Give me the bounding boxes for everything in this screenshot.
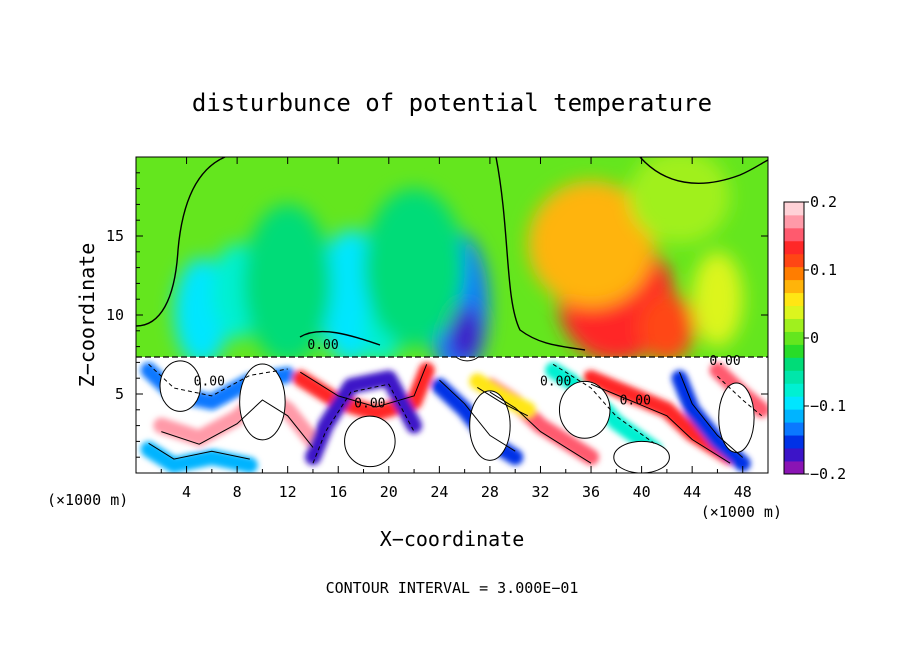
contour-line: [552, 363, 655, 444]
contour-line: [439, 379, 516, 452]
colorbar-swatch: [784, 227, 804, 242]
colorbar-swatch: [784, 435, 804, 449]
contour-line-zero: [136, 157, 768, 351]
field-blob: [692, 251, 743, 347]
field-blob: [448, 305, 482, 363]
colorbar-swatch: [784, 422, 804, 436]
y-axis-label: Z−coordinate: [75, 243, 99, 388]
contour-line: [590, 383, 731, 464]
y-tick-label: 5: [115, 385, 124, 403]
contour-label: 0.00: [307, 338, 338, 353]
colorbar-swatch: [784, 409, 804, 423]
field-white-patch: [469, 390, 511, 461]
contour-label: 0.00: [540, 374, 571, 389]
colorbar-swatch: [784, 266, 804, 281]
x-tick-label: 12: [279, 483, 297, 501]
field-white-patch: [613, 440, 670, 473]
contour-line: [300, 364, 428, 408]
colorbar-swatch: [784, 292, 804, 307]
field-ribbon: [469, 373, 536, 418]
field-blob: [243, 204, 332, 363]
field-ribbon: [140, 441, 258, 473]
colorbar-tick-label: 0: [810, 329, 819, 347]
field-white-patch: [718, 382, 755, 453]
colorbar-swatch: [784, 253, 804, 268]
field-ribbon: [305, 370, 423, 466]
y-tick-label: 15: [106, 227, 124, 245]
chart-title: disturbunce of potential temperature: [192, 89, 712, 117]
colorbar-swatch: [784, 214, 804, 229]
x-tick-label: 40: [633, 483, 651, 501]
colorbar-swatch: [784, 461, 804, 475]
colorbar-swatch: [784, 331, 804, 345]
field-white-patch: [455, 357, 479, 362]
x-tick-label: 28: [481, 483, 499, 501]
colorbar-tick-label: −0.1: [810, 397, 846, 415]
contour-label: 0.00: [620, 393, 651, 408]
colorbar-tick-label: −0.2: [810, 465, 846, 483]
colorbar: 0.2 0.1 0 −0.1 −0.2: [783, 193, 846, 483]
field-blob: [639, 292, 695, 363]
contour-line: [161, 399, 314, 448]
x-tick-label: 48: [734, 483, 752, 501]
colorbar-swatch: [784, 448, 804, 462]
colorbar-swatch: [784, 240, 804, 255]
colorbar-swatch: [784, 279, 804, 294]
x-axis-label: X−coordinate: [380, 527, 525, 551]
colorbar-tick-label: 0.1: [810, 261, 837, 279]
contour-interval-footer: CONTOUR INTERVAL = 3.000E−01: [326, 579, 579, 597]
colorbar-swatch: [784, 344, 804, 358]
colorbar-swatch: [784, 357, 804, 371]
contour-label: 0.00: [194, 374, 225, 389]
field-white-patch: [159, 360, 201, 412]
colorbar-swatch: [784, 318, 804, 332]
contour-line: [489, 391, 592, 464]
field-ribbon: [292, 362, 435, 421]
field-white-patch: [344, 415, 396, 468]
field-ribbon: [583, 370, 739, 466]
contour-label: 0.00: [354, 396, 385, 411]
x-tick-label: 20: [380, 483, 398, 501]
contour-line: [679, 372, 744, 458]
contour-line: [477, 386, 529, 417]
colorbar-swatch: [784, 396, 804, 410]
x-tick-label: 36: [582, 483, 600, 501]
y-tick-label: 10: [106, 306, 124, 324]
x-tick-label: 4: [182, 483, 191, 501]
x-tick-label: 8: [233, 483, 242, 501]
field-blob: [363, 188, 465, 347]
x-tick-label: 32: [531, 483, 549, 501]
plot-area: 0.000.000.000.000.000.00 4 8 12 16 20 24 28 32 3…: [106, 156, 769, 501]
colorbar-swatch: [784, 305, 804, 319]
contour-line: [312, 383, 415, 464]
colorbar-tick-label: 0.2: [810, 193, 837, 211]
colorbar-swatch: [784, 370, 804, 384]
field-white-patch: [558, 380, 611, 439]
x-tick-label: 24: [430, 483, 448, 501]
contour-label: 0.00: [709, 354, 740, 369]
colorbar-swatch: [784, 202, 804, 216]
field-white-patch: [239, 363, 286, 441]
x-tick-label: 44: [683, 483, 701, 501]
x-unit-left: (×1000 m): [47, 491, 128, 509]
x-tick-label: 16: [329, 483, 347, 501]
contour-line: [148, 363, 288, 397]
x-unit-right: (×1000 m): [701, 503, 782, 521]
field-ribbon: [671, 370, 751, 472]
colorbar-swatch: [784, 383, 804, 397]
contour-line: [148, 442, 250, 460]
field-blob: [527, 180, 655, 308]
contour-line: [717, 375, 763, 417]
field-blob: [628, 157, 731, 244]
